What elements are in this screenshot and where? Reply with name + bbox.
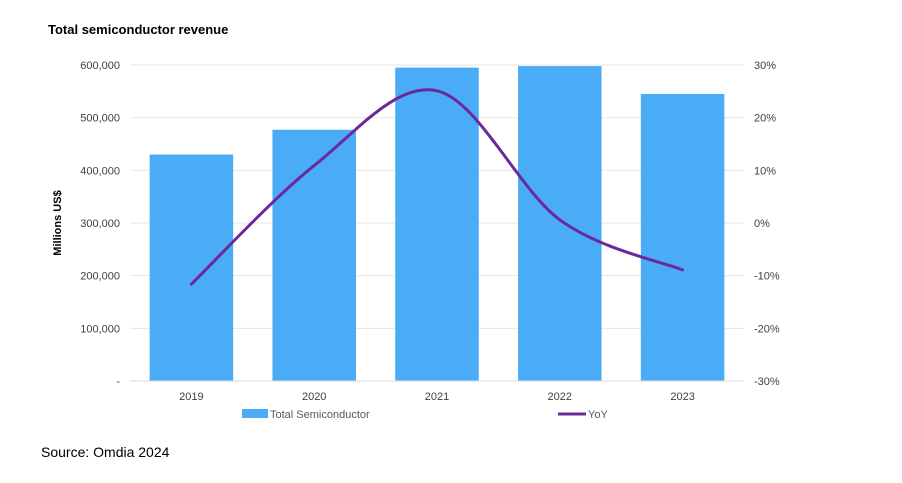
bar[interactable] bbox=[149, 154, 234, 381]
bar[interactable] bbox=[518, 66, 602, 381]
y2-tick-label: -10% bbox=[754, 271, 780, 283]
x-tick-label: 2023 bbox=[670, 391, 694, 403]
legend: Total Semiconductor YoY bbox=[242, 409, 608, 421]
y2-tick-label: -20% bbox=[754, 323, 780, 335]
x-tick-label: 2020 bbox=[302, 391, 326, 403]
bar[interactable] bbox=[640, 93, 725, 381]
axes: - 100,000 200,000 300,000 400,000 500,000 600,… bbox=[52, 60, 780, 403]
yoy-line[interactable] bbox=[189, 88, 685, 286]
chart-title: Total semiconductor revenue bbox=[48, 22, 229, 37]
y-axis-title: Millions US$ bbox=[52, 190, 64, 255]
y-tick-label: 200,000 bbox=[80, 271, 120, 283]
y2-tick-label: 0% bbox=[754, 218, 770, 230]
y2-tick-label: 20% bbox=[754, 113, 776, 125]
legend-label-yoy: YoY bbox=[588, 409, 608, 421]
x-tick-label: 2019 bbox=[179, 391, 203, 403]
y-tick-label: - bbox=[116, 376, 120, 388]
y2-tick-label: 10% bbox=[754, 165, 776, 177]
y2-tick-label: -30% bbox=[754, 376, 780, 388]
y2-tick-label: 30% bbox=[754, 60, 776, 72]
bar[interactable] bbox=[272, 129, 356, 381]
y-tick-label: 500,000 bbox=[80, 113, 120, 125]
legend-label-total-semiconductor: Total Semiconductor bbox=[270, 409, 370, 421]
y-tick-label: 100,000 bbox=[80, 323, 120, 335]
bar-series bbox=[149, 66, 725, 381]
yoy-line-series bbox=[189, 88, 685, 286]
legend-swatch-total-semiconductor bbox=[242, 409, 268, 418]
bar[interactable] bbox=[395, 67, 479, 381]
y-tick-label: 300,000 bbox=[80, 218, 120, 230]
y-tick-label: 400,000 bbox=[80, 165, 120, 177]
source-note: Source: Omdia 2024 bbox=[41, 444, 170, 460]
x-tick-label: 2021 bbox=[425, 391, 449, 403]
y-tick-label: 600,000 bbox=[80, 60, 120, 72]
x-tick-label: 2022 bbox=[548, 391, 572, 403]
